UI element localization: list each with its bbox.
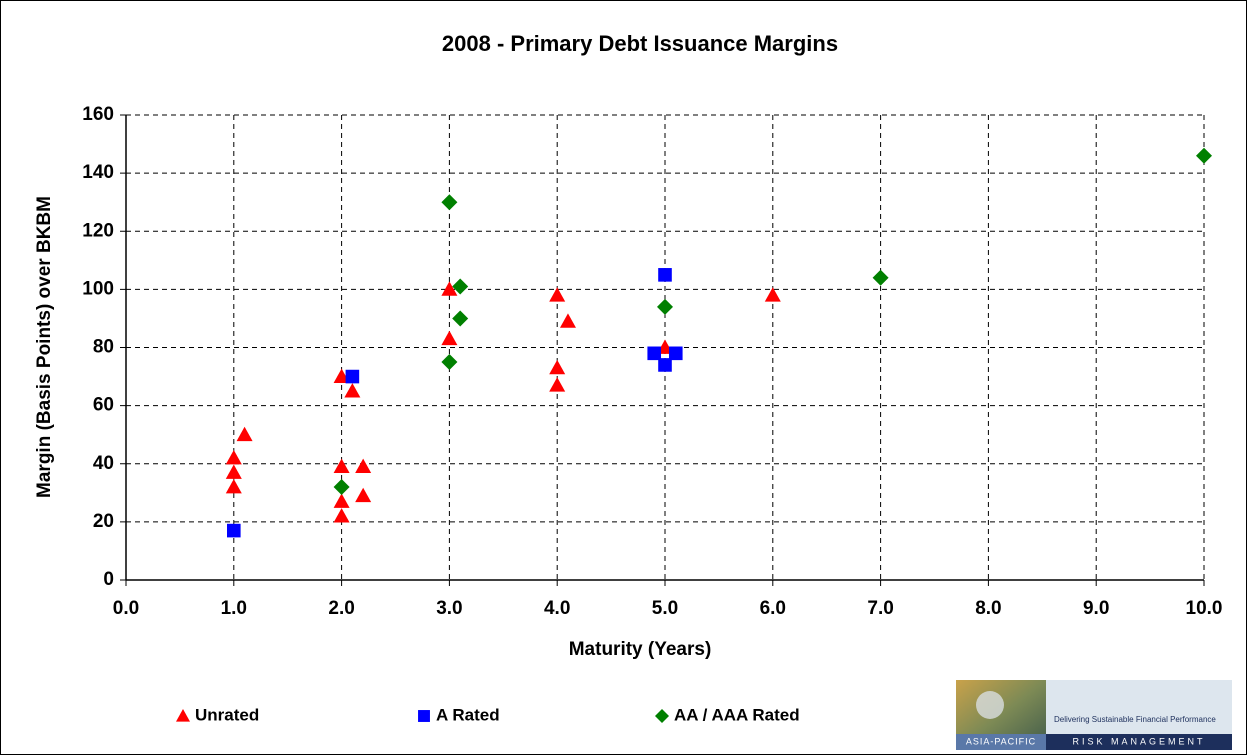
legend-marker [418,710,430,722]
point [227,523,241,538]
x-axis-label: Maturity (Years) [569,639,712,660]
y-tick-label: 0 [103,569,114,590]
point [764,287,781,302]
y-tick-label: 100 [82,278,114,299]
point [333,508,350,523]
point [441,281,458,296]
logo-globe [976,691,1004,719]
point [355,487,372,503]
x-tick-label: 5.0 [652,598,678,619]
point [333,458,350,474]
y-tick-label: 160 [82,104,114,125]
x-tick-label: 2.0 [328,598,354,619]
x-tick-label: 0.0 [113,598,139,619]
y-tick-label: 80 [93,337,114,358]
chart-title: 2008 - Primary Debt Issuance Margins [442,31,838,56]
point [441,194,458,211]
legend-label: AA / AAA Rated [674,705,800,724]
point [549,287,566,302]
point [872,269,889,286]
point [333,479,350,495]
point [549,377,566,392]
y-tick-label: 20 [93,511,114,532]
x-tick-label: 9.0 [1083,598,1109,619]
point [549,359,566,375]
point [236,426,253,442]
point [225,479,242,494]
legend-marker [655,709,669,723]
logo-tagline: Delivering Sustainable Financial Perform… [1054,715,1216,724]
legend-marker [176,709,190,722]
y-tick-label: 140 [82,162,114,183]
x-tick-label: 4.0 [544,598,570,619]
y-tick-label: 40 [93,453,114,474]
point [658,268,672,282]
point [647,346,662,361]
logo-bar-left [956,734,1046,750]
point [452,310,469,327]
point [658,358,672,372]
legend-label: Unrated [195,705,259,724]
x-tick-label: 8.0 [975,598,1001,619]
x-tick-label: 1.0 [221,598,247,619]
point [333,493,350,508]
x-tick-label: 7.0 [867,598,893,619]
point [344,383,361,398]
point [1196,147,1212,164]
logo: Delivering Sustainable Financial Perform… [956,680,1232,750]
point [657,298,673,315]
x-tick-label: 6.0 [760,598,786,619]
logo-right: RISK MANAGEMENT [1072,736,1205,746]
y-tick-label: 60 [93,395,114,416]
point [441,330,458,346]
logo-left: ASIA-PACIFIC [966,736,1036,746]
legend-label: A Rated [436,705,500,724]
point [441,354,458,371]
y-tick-label: 120 [82,220,114,241]
point [452,278,469,295]
point [345,369,360,384]
logo-panel [1046,680,1232,734]
point [225,464,242,479]
point [225,449,242,465]
point [355,458,372,474]
point [668,346,683,361]
y-axis-label: Margin (Basis Points) over BKBM [34,196,55,498]
x-tick-label: 10.0 [1186,598,1223,619]
x-tick-label: 3.0 [436,598,462,619]
point [559,313,576,328]
